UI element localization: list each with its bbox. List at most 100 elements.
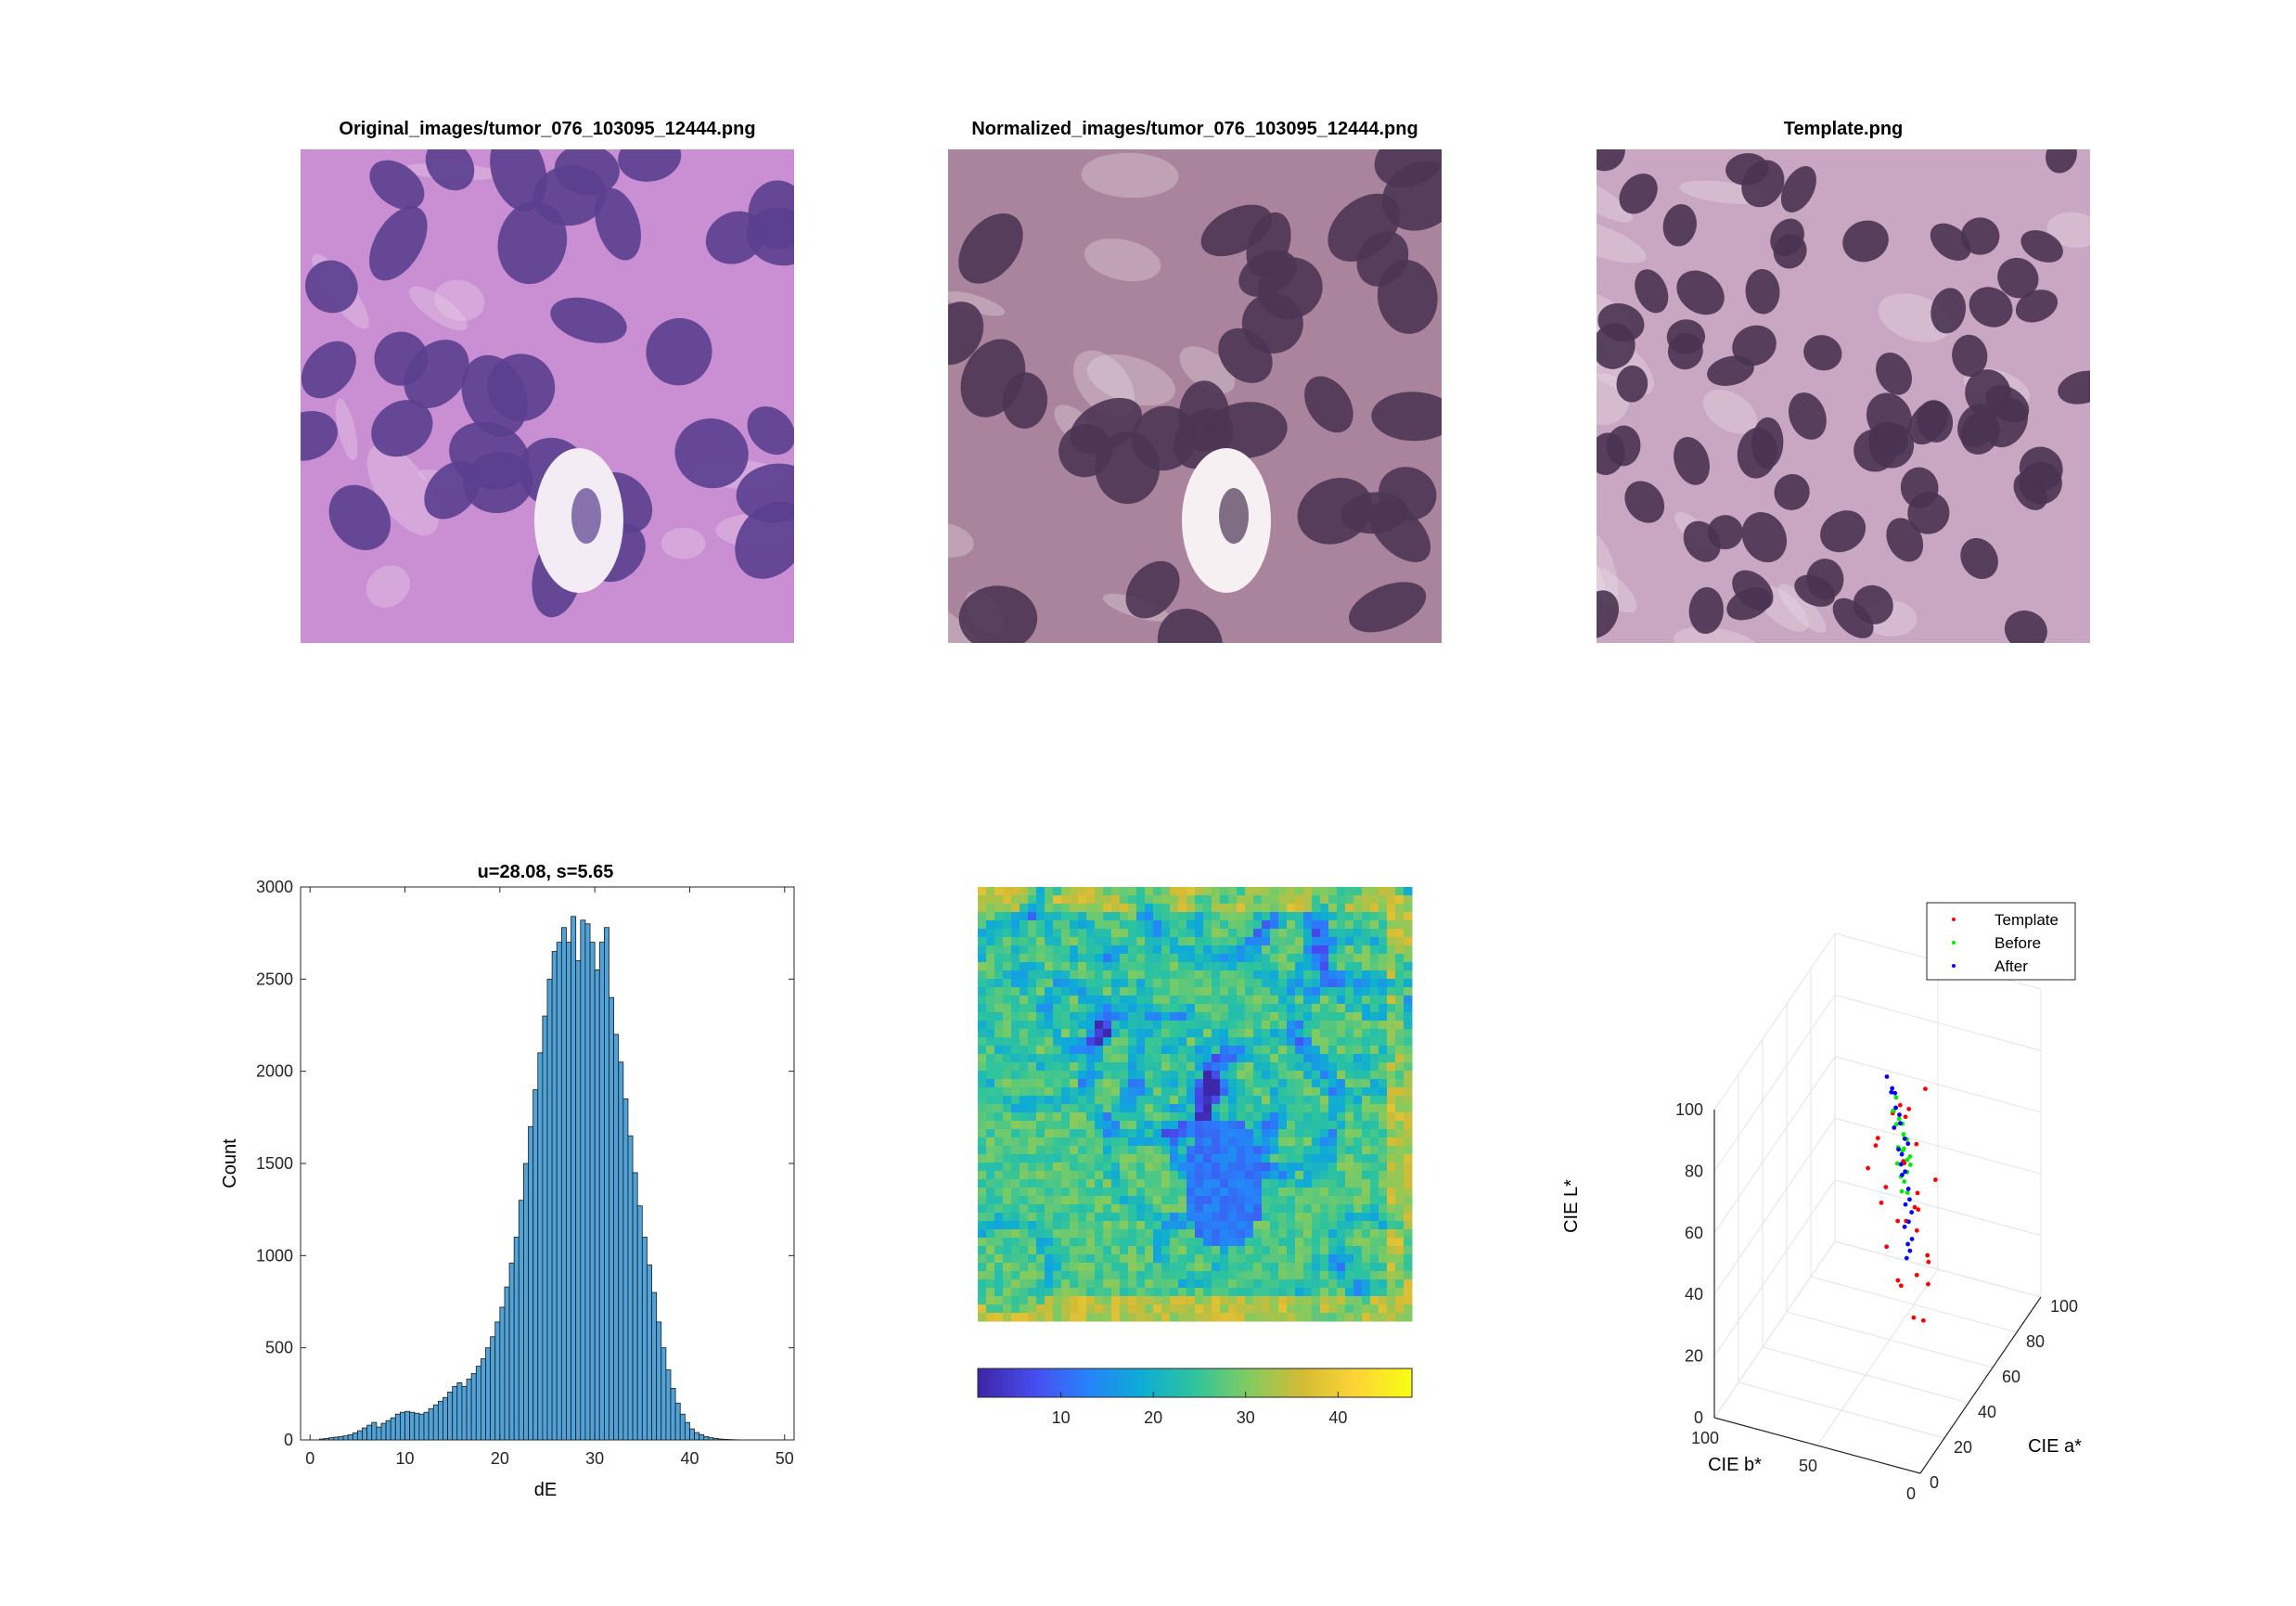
heatmap-cell — [1212, 1054, 1221, 1063]
heatmap-cell — [1195, 1254, 1204, 1264]
heatmap-cell — [1153, 1246, 1162, 1255]
heatmap-cell — [986, 1204, 995, 1214]
heatmap-cell — [1045, 895, 1054, 905]
tissue-nucleus — [646, 317, 712, 386]
heatmap-cell — [1212, 1121, 1221, 1130]
heatmap-cell — [1020, 979, 1029, 988]
scatter-points — [1866, 1074, 1938, 1323]
heatmap-cell — [1362, 1029, 1371, 1038]
heatmap-cell — [1070, 1037, 1079, 1047]
heatmap-cell — [1328, 1146, 1338, 1155]
heatmap-cell — [1145, 937, 1154, 946]
heatmap-cell — [1153, 1146, 1162, 1155]
heatmap-cell — [1078, 1304, 1087, 1314]
heatmap-cell — [1353, 1271, 1363, 1280]
heatmap-cell — [1404, 1087, 1413, 1097]
heatmap-cell — [1337, 1121, 1346, 1130]
heatmap-cell — [1053, 996, 1062, 1005]
heatmap-cell — [1186, 1154, 1196, 1163]
heatmap-cell — [1195, 970, 1204, 980]
heatmap-cell — [1287, 1304, 1296, 1314]
heatmap-cell — [1195, 1229, 1204, 1239]
heatmap-cell — [1395, 996, 1405, 1005]
heatmap-cell — [1161, 1279, 1171, 1289]
tissue-lumen-debris — [1219, 488, 1249, 544]
heatmap-cell — [1203, 962, 1212, 971]
heatmap-cell — [1320, 1313, 1329, 1322]
scatter-point-after — [1892, 1125, 1897, 1130]
heatmap-cell — [1178, 945, 1187, 955]
heatmap-cell — [1228, 1104, 1238, 1113]
colorbar-segment — [1407, 1368, 1413, 1397]
heatmap-cell — [978, 1296, 987, 1305]
heatmap-cell — [1095, 1037, 1104, 1047]
scatter-l-tick-label: 80 — [1685, 1162, 1703, 1180]
heatmap-cell — [1237, 1279, 1246, 1289]
heatmap-cell — [1228, 1254, 1238, 1264]
heatmap-cell — [1320, 1288, 1329, 1297]
heatmap-cell — [1345, 1304, 1354, 1314]
heatmap-cell — [1245, 895, 1254, 905]
heatmap-cell — [1253, 1054, 1263, 1063]
heatmap-cell — [1036, 1304, 1045, 1314]
heatmap-cell — [1262, 1154, 1271, 1163]
heatmap-cell — [1086, 1271, 1096, 1280]
colorbar-segment — [1108, 1368, 1113, 1397]
heatmap-cell — [1270, 1313, 1279, 1322]
heatmap-cell — [1253, 904, 1263, 913]
colorbar-segment — [1359, 1368, 1365, 1397]
heatmap-cell — [1262, 1188, 1271, 1197]
heatmap-cell — [1345, 920, 1354, 930]
colorbar-segment — [994, 1368, 1000, 1397]
heatmap-cell — [1070, 1188, 1079, 1197]
heatmap-cell — [1253, 1104, 1263, 1113]
heatmap-cell — [1203, 1196, 1212, 1205]
heatmap-cell — [1370, 987, 1379, 996]
heatmap-cell — [1061, 954, 1071, 963]
histogram-bar — [456, 1382, 463, 1441]
heatmap-cell — [1328, 987, 1338, 996]
heatmap-cell — [1053, 895, 1062, 905]
heatmap-cell — [1128, 1079, 1137, 1088]
heatmap-cell — [1303, 954, 1313, 963]
heatmap-cell — [1203, 1121, 1212, 1130]
colorbar-segment — [1199, 1368, 1204, 1397]
heatmap-cell — [1312, 937, 1321, 946]
heatmap-cell — [1111, 1071, 1121, 1080]
heatmap-cell — [1128, 1213, 1137, 1222]
heatmap-cell — [1103, 1004, 1112, 1013]
colorbar-segment — [1125, 1368, 1131, 1397]
heatmap-cell — [994, 1046, 1004, 1055]
heatmap-cell — [1328, 1037, 1338, 1047]
heatmap-cell — [1253, 1204, 1263, 1214]
heatmap-cell — [1303, 979, 1313, 988]
heatmap-cell — [1228, 1304, 1238, 1314]
heatmap-cell — [1320, 920, 1329, 930]
tissue-nucleus — [1095, 431, 1161, 505]
heatmap-cell — [1270, 1062, 1279, 1072]
heatmap-cell — [1379, 1071, 1388, 1080]
heatmap-cell — [1328, 954, 1338, 963]
heatmap-cell — [1086, 1196, 1096, 1205]
tissue-nucleus — [1662, 204, 1697, 247]
heatmap-cell — [1153, 1304, 1162, 1314]
colorbar-segment — [1186, 1368, 1191, 1397]
heatmap-cell — [986, 1004, 995, 1013]
heatmap-cell — [1387, 1104, 1396, 1113]
scatter-point-template — [1915, 1190, 1920, 1196]
heatmap-cell — [1212, 1288, 1221, 1297]
heatmap-cell — [1103, 920, 1112, 930]
heatmap-cell — [1120, 1279, 1129, 1289]
heatmap-cell — [1337, 1271, 1346, 1280]
heatmap-cell — [1312, 1254, 1321, 1264]
heatmap-cell — [1303, 1071, 1313, 1080]
heatmap-cell — [1078, 1229, 1087, 1239]
heatmap-cell — [1120, 1012, 1129, 1021]
heatmap-cell — [1220, 920, 1229, 930]
heatmap-cell — [1178, 1021, 1187, 1030]
heatmap-cell — [1328, 1271, 1338, 1280]
heatmap-cell — [1078, 904, 1087, 913]
heatmap-cell — [1362, 937, 1371, 946]
tissue-nucleus — [461, 354, 528, 437]
heatmap-cell — [1278, 1154, 1288, 1163]
